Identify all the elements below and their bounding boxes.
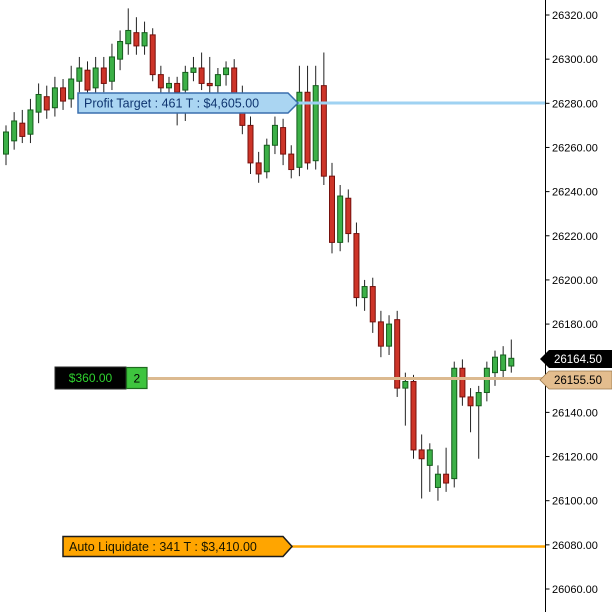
price-axis-label: 26060.00 — [552, 584, 598, 596]
auto-liquidate-label-text: Auto Liquidate : 341 T : $3,410.00 — [69, 540, 257, 554]
candle — [329, 175, 335, 243]
candle — [377, 321, 384, 347]
auto-liquidate-label[interactable]: Auto Liquidate : 341 T : $3,410.00 — [62, 535, 294, 558]
candle — [263, 144, 270, 173]
candle — [19, 122, 26, 137]
candle — [320, 85, 327, 177]
position-pnl-label: $360.00 2 — [54, 366, 148, 390]
candle — [475, 392, 482, 407]
price-axis-label: 26120.00 — [552, 452, 598, 464]
candle — [76, 67, 83, 82]
candle — [434, 473, 441, 488]
candle — [386, 323, 393, 347]
candle — [304, 91, 311, 164]
price-axis-label: 26280.00 — [552, 98, 598, 110]
candle — [51, 87, 58, 109]
candle — [125, 29, 132, 45]
candle — [133, 32, 140, 47]
price-axis-label: 26300.00 — [552, 54, 598, 66]
candle — [288, 153, 295, 171]
candle — [149, 34, 156, 76]
profit-target-label-text: Profit Target : 461 T : $4,605.00 — [84, 97, 259, 111]
candle — [483, 367, 490, 394]
candle — [141, 32, 148, 47]
price-axis[interactable]: 26320.00 26300.00 26280.00 26260.00 26240.00… — [539, 0, 612, 612]
price-axis-label: 26180.00 — [552, 319, 598, 331]
candle — [451, 367, 458, 480]
price-axis-label: 26220.00 — [552, 231, 598, 243]
entry-price-marker-shape — [539, 370, 612, 390]
candle — [27, 109, 34, 135]
candle — [100, 67, 107, 84]
candle — [214, 74, 221, 87]
candle — [92, 67, 99, 89]
candle — [361, 286, 368, 299]
candle — [190, 67, 197, 73]
candle — [369, 286, 376, 323]
candle — [426, 449, 433, 466]
entry-price-value: 26155.50 — [554, 375, 602, 387]
price-axis-label: 26100.00 — [552, 496, 598, 508]
last-price-marker: 26164.50 — [540, 350, 612, 368]
candle — [198, 67, 205, 84]
profit-target-label[interactable]: Profit Target : 461 T : $4,605.00 — [77, 92, 300, 114]
candle — [206, 82, 213, 87]
candle — [353, 233, 360, 299]
candle — [174, 82, 181, 93]
candle — [157, 74, 164, 89]
candle — [108, 56, 115, 82]
candle — [312, 85, 319, 162]
candle — [231, 67, 238, 95]
candle — [443, 473, 450, 484]
candle — [84, 69, 91, 91]
candle — [508, 357, 515, 367]
candle — [394, 319, 401, 389]
pnl-value: $360.00 — [69, 371, 113, 385]
price-axis-label: 26200.00 — [552, 275, 598, 287]
profit-target-label-shape[interactable] — [77, 92, 300, 114]
candle — [345, 197, 352, 235]
entry-price-marker: 26155.50 — [539, 370, 612, 390]
candle — [337, 195, 344, 243]
candle — [43, 96, 50, 111]
candle — [467, 396, 474, 407]
candle — [410, 380, 417, 451]
candle — [35, 93, 42, 113]
candle — [3, 131, 9, 155]
candle — [492, 356, 498, 374]
candle — [255, 162, 262, 175]
candle — [117, 40, 124, 60]
price-axis-ticks: 26320.00 26300.00 26280.00 26260.00 26240.00… — [545, 10, 598, 596]
candles-layer — [3, 8, 515, 501]
candle — [68, 78, 75, 100]
candle — [182, 71, 189, 91]
candle — [402, 380, 409, 389]
candle — [166, 82, 172, 89]
candle — [280, 127, 287, 155]
candle — [60, 87, 67, 102]
candle — [296, 91, 303, 168]
position-quantity-box[interactable] — [125, 366, 148, 390]
candle — [271, 124, 278, 146]
auto-liquidate-label-shape[interactable] — [62, 535, 294, 558]
candle — [500, 354, 507, 371]
candle — [223, 67, 230, 76]
price-axis-label: 26140.00 — [552, 407, 598, 419]
candle — [247, 124, 254, 164]
position-quantity-value: 2 — [133, 372, 140, 386]
price-axis-label: 26320.00 — [552, 10, 598, 22]
candle — [459, 367, 466, 398]
price-axis-label: 26260.00 — [552, 142, 598, 154]
last-price-marker-shape — [540, 350, 612, 368]
price-axis-label: 26240.00 — [552, 187, 598, 199]
candle — [11, 120, 18, 142]
price-axis-label: 26080.00 — [552, 540, 598, 552]
candle — [418, 449, 425, 460]
last-price-value: 26164.50 — [554, 354, 602, 366]
